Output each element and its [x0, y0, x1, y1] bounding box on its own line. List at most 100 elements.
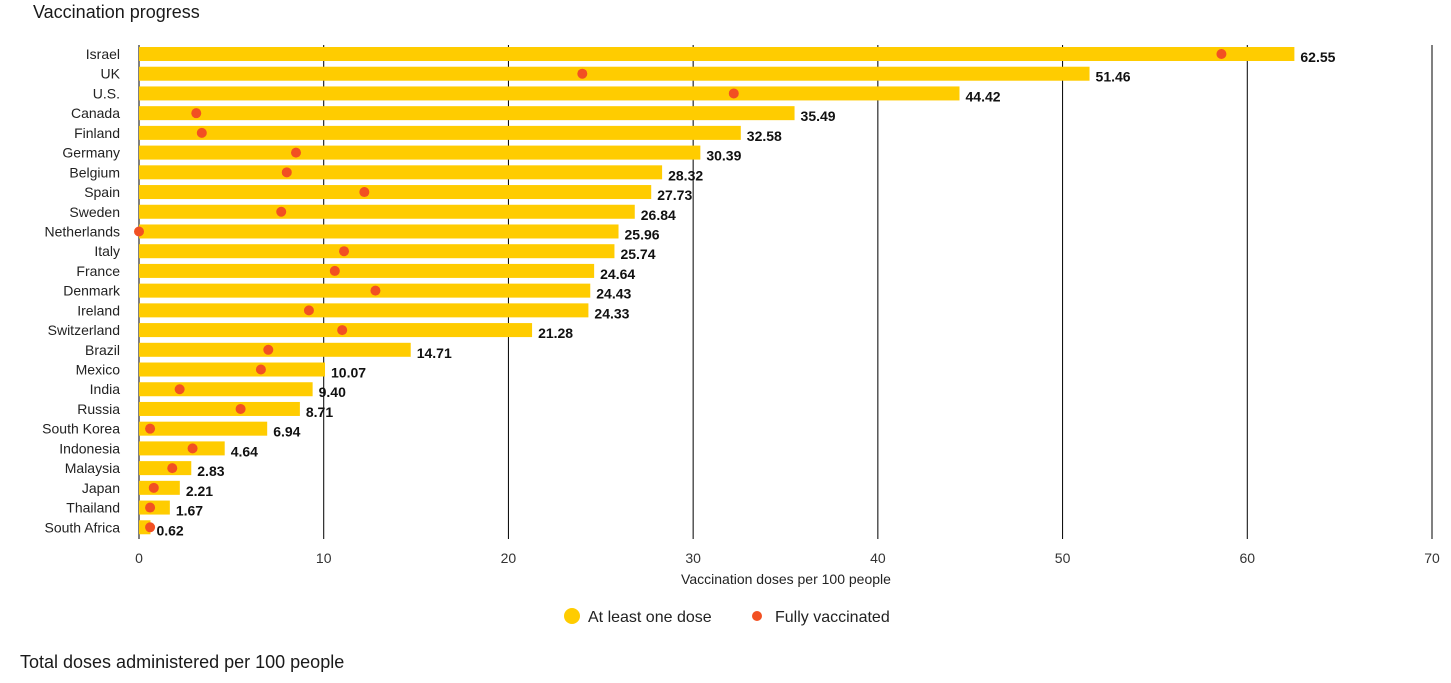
bar-uk: [139, 66, 1090, 81]
category-label-japan: Japan: [82, 480, 120, 496]
value-label-ireland: 24.33: [594, 305, 629, 321]
bar-denmark: [139, 283, 591, 298]
bar-spain: [139, 185, 652, 200]
dot-italy: [339, 246, 350, 257]
value-label-netherlands: 25.96: [625, 226, 660, 242]
value-label-switzerland: 21.28: [538, 325, 573, 341]
dot-india: [174, 384, 185, 395]
value-label-france: 24.64: [600, 266, 635, 282]
category-label-israel: Israel: [86, 46, 120, 62]
bars: [139, 47, 1295, 535]
legend-swatch-fully-vaccinated: [752, 611, 762, 621]
category-label-switzerland: Switzerland: [48, 322, 120, 338]
value-label-italy: 25.74: [620, 246, 655, 262]
value-label-brazil: 14.71: [417, 345, 452, 361]
x-tick-0: 0: [135, 550, 143, 566]
category-label-spain: Spain: [84, 184, 120, 200]
x-tick-20: 20: [501, 550, 517, 566]
bar-south-africa: [139, 520, 151, 535]
value-label-u-s: 44.42: [966, 88, 1001, 104]
value-label-denmark: 24.43: [596, 286, 631, 302]
x-axis-label: Vaccination doses per 100 people: [681, 571, 891, 587]
category-label-malaysia: Malaysia: [65, 460, 120, 476]
dot-belgium: [281, 167, 292, 178]
value-label-finland: 32.58: [747, 128, 782, 144]
dot-canada: [191, 108, 202, 119]
legend: At least one dose Fully vaccinated: [564, 608, 890, 626]
x-tick-50: 50: [1055, 550, 1071, 566]
bar-mexico: [139, 362, 326, 377]
bar-south-korea: [139, 421, 268, 436]
dot-finland: [196, 127, 207, 138]
category-label-canada: Canada: [71, 105, 120, 121]
bar-sweden: [139, 204, 635, 219]
category-label-netherlands: Netherlands: [45, 223, 121, 239]
bar-indonesia: [139, 441, 225, 456]
x-tick-70: 70: [1424, 550, 1440, 566]
category-label-mexico: Mexico: [76, 362, 121, 378]
bar-belgium: [139, 165, 663, 180]
x-tick-30: 30: [685, 550, 701, 566]
dot-malaysia: [167, 463, 178, 474]
bar-brazil: [139, 342, 411, 357]
dot-south-korea: [145, 423, 156, 434]
dots: [134, 49, 1227, 533]
dot-brazil: [263, 344, 274, 355]
category-label-germany: Germany: [62, 145, 120, 161]
chart-title: Vaccination progress: [33, 2, 200, 22]
value-label-south-africa: 0.62: [156, 522, 183, 538]
bar-france: [139, 263, 595, 278]
dot-france: [329, 265, 340, 276]
value-label-uk: 51.46: [1096, 69, 1131, 85]
category-labels: Israel UK U.S. Canada Finland Germany Belgium S…: [42, 46, 121, 535]
dot-mexico: [255, 364, 266, 375]
category-label-indonesia: Indonesia: [59, 440, 120, 456]
dot-israel: [1216, 49, 1227, 59]
category-label-thailand: Thailand: [66, 500, 120, 516]
bar-germany: [139, 145, 701, 160]
dot-thailand: [145, 502, 156, 513]
legend-label-fully-vaccinated: Fully vaccinated: [775, 609, 890, 626]
value-label-germany: 30.39: [706, 148, 741, 164]
value-label-sweden: 26.84: [641, 207, 676, 223]
value-label-malaysia: 2.83: [197, 463, 224, 479]
x-tick-labels: 0 10 20 30 40 50 60 70: [135, 550, 1440, 566]
category-label-russia: Russia: [77, 401, 120, 417]
bar-switzerland: [139, 323, 533, 338]
bar-malaysia: [139, 461, 192, 476]
dot-indonesia: [187, 443, 198, 454]
bar-russia: [139, 401, 300, 416]
bar-u-s: [139, 86, 960, 101]
category-label-brazil: Brazil: [85, 342, 120, 358]
x-tick-60: 60: [1239, 550, 1255, 566]
value-label-india: 9.40: [319, 384, 346, 400]
legend-label-at-least-one-dose: At least one dose: [588, 609, 712, 626]
bar-finland: [139, 125, 741, 140]
category-label-france: France: [76, 263, 120, 279]
bar-israel: [139, 47, 1295, 61]
bar-ireland: [139, 303, 589, 318]
bar-india: [139, 382, 313, 397]
dot-south-africa: [145, 522, 156, 533]
category-label-uk: UK: [101, 66, 121, 82]
footer-note: Total doses administered per 100 people: [20, 652, 345, 672]
category-label-sweden: Sweden: [69, 204, 120, 220]
bar-netherlands: [139, 224, 619, 239]
legend-swatch-at-least-one-dose: [564, 608, 580, 624]
dot-netherlands: [134, 226, 144, 237]
value-label-japan: 2.21: [186, 483, 213, 499]
value-label-russia: 8.71: [306, 404, 333, 420]
category-label-denmark: Denmark: [63, 283, 121, 299]
value-label-indonesia: 4.64: [231, 443, 258, 459]
bar-italy: [139, 244, 615, 259]
value-label-belgium: 28.32: [668, 167, 703, 183]
dot-switzerland: [337, 325, 348, 336]
value-label-israel: 62.55: [1300, 49, 1335, 65]
category-label-india: India: [90, 381, 121, 397]
category-label-ireland: Ireland: [77, 302, 120, 318]
dot-u-s: [728, 88, 739, 99]
x-tick-40: 40: [870, 550, 886, 566]
value-label-thailand: 1.67: [176, 503, 203, 519]
